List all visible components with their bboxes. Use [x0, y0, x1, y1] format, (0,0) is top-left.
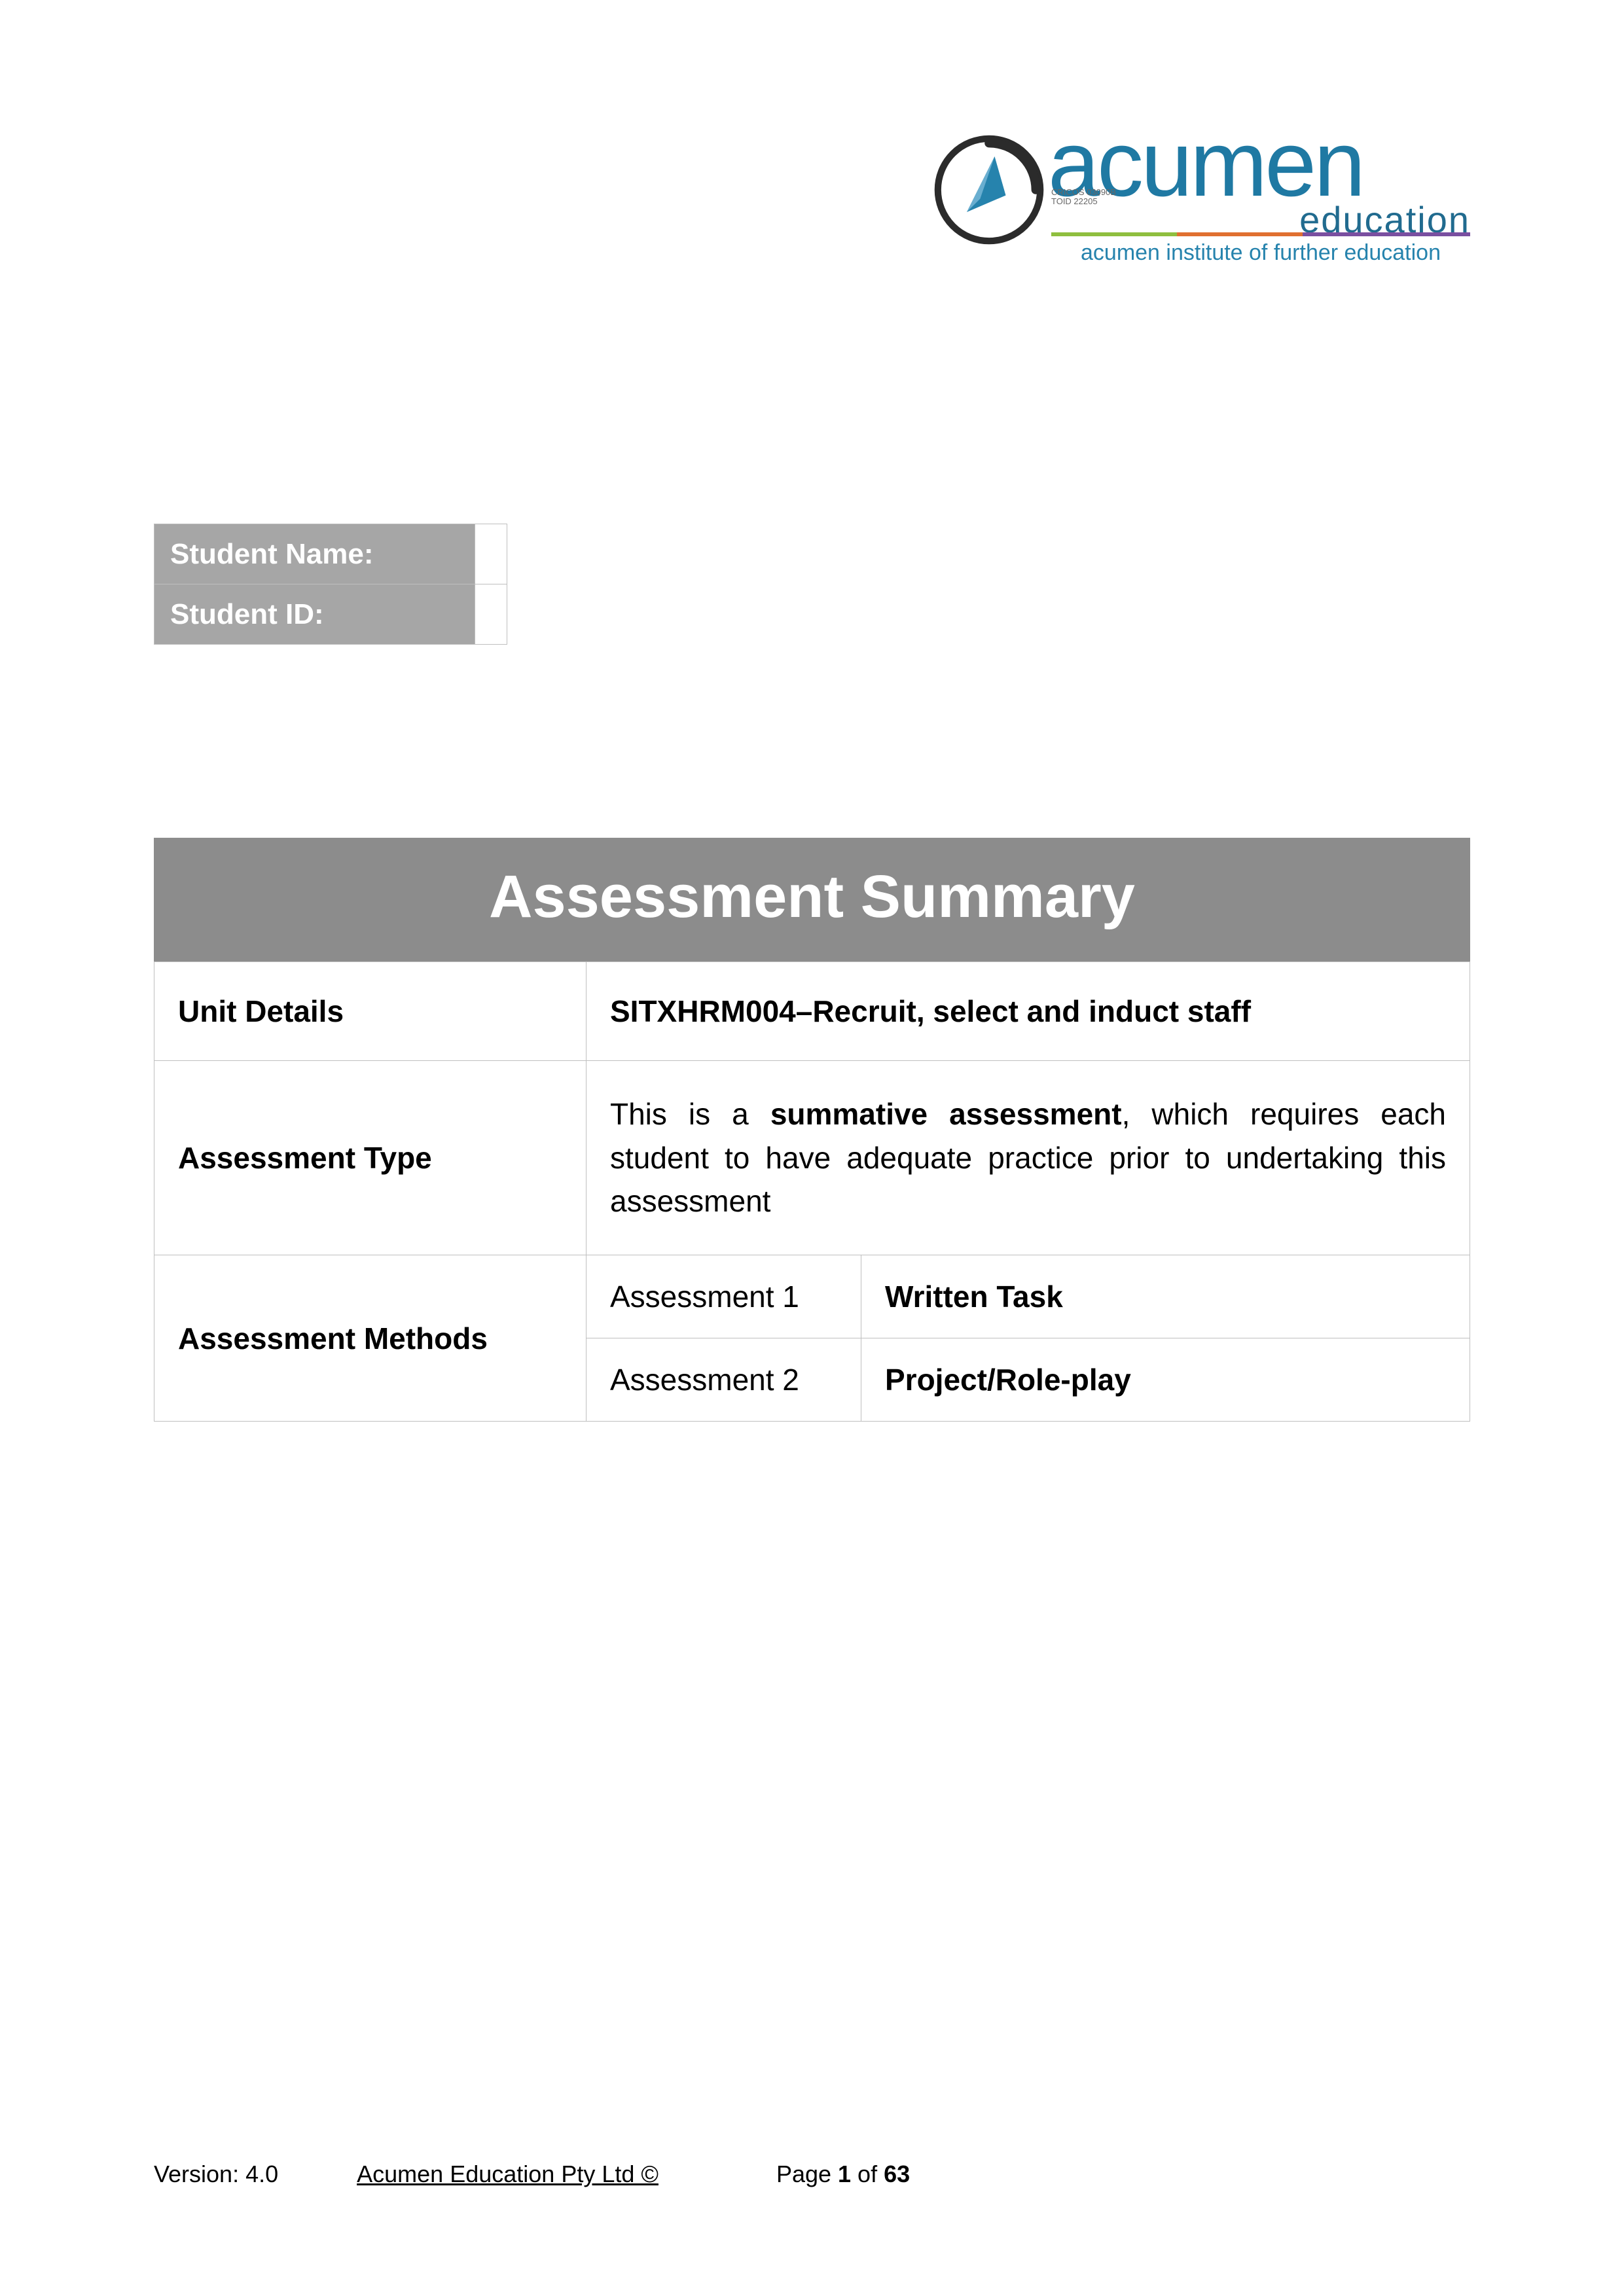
- footer-page-current: 1: [838, 2161, 851, 2187]
- assessment-type-row: Assessment Type This is a summative asse…: [154, 1061, 1470, 1255]
- student-id-label: Student ID:: [154, 584, 475, 645]
- assessment-type-label: Assessment Type: [154, 1061, 586, 1255]
- footer-org: Acumen Education Pty Ltd ©: [357, 2161, 659, 2188]
- student-name-label: Student Name:: [154, 524, 475, 584]
- footer-page-sep: of: [851, 2161, 884, 2187]
- logo: acumen CRICOS 03090B TOID 22205 educatio…: [933, 128, 1470, 252]
- page-footer: Version: 4.0 Acumen Education Pty Ltd © …: [154, 2161, 1470, 2188]
- student-id-row: Student ID:: [154, 584, 507, 645]
- page: acumen CRICOS 03090B TOID 22205 educatio…: [0, 0, 1624, 2296]
- assessment-type-pre: This is a: [610, 1097, 770, 1131]
- assessment-type-bold: summative assessment: [770, 1097, 1122, 1131]
- logo-cricos: CRICOS 03090B: [1051, 187, 1116, 197]
- footer-page: Page 1 of 63: [776, 2161, 910, 2188]
- assessment-summary: Assessment Summary Unit Details SITXHRM0…: [154, 838, 1470, 1422]
- assessment-summary-header: Assessment Summary: [154, 838, 1470, 961]
- student-name-row: Student Name:: [154, 524, 507, 584]
- footer-page-total: 63: [884, 2161, 910, 2187]
- student-info-table: Student Name: Student ID:: [154, 524, 507, 645]
- assessment-type-value: This is a summative assessment, which re…: [586, 1061, 1470, 1255]
- assessment-1-num: Assessment 1: [586, 1255, 861, 1338]
- logo-rule: [1051, 232, 1470, 236]
- unit-details-row: Unit Details SITXHRM004–Recruit, select …: [154, 962, 1470, 1061]
- footer-page-prefix: Page: [776, 2161, 838, 2187]
- unit-details-label: Unit Details: [154, 962, 586, 1061]
- unit-details-value: SITXHRM004–Recruit, select and induct st…: [586, 962, 1470, 1061]
- assessment-2-name: Project/Role-play: [861, 1338, 1470, 1422]
- logo-toid: TOID 22205: [1051, 196, 1098, 206]
- assessment-methods-row-1: Assessment Methods Assessment 1 Written …: [154, 1255, 1470, 1338]
- logo-registration: CRICOS 03090B TOID 22205: [1051, 188, 1116, 207]
- assessment-2-num: Assessment 2: [586, 1338, 861, 1422]
- assessment-1-name: Written Task: [861, 1255, 1470, 1338]
- assessment-methods-label: Assessment Methods: [154, 1255, 586, 1422]
- logo-tagline: acumen institute of further education: [1051, 240, 1470, 266]
- student-id-value[interactable]: [475, 584, 507, 645]
- assessment-summary-table: Unit Details SITXHRM004–Recruit, select …: [154, 961, 1470, 1422]
- footer-version: Version: 4.0: [154, 2161, 278, 2188]
- acumen-logo-icon: [933, 134, 1045, 245]
- student-name-value[interactable]: [475, 524, 507, 584]
